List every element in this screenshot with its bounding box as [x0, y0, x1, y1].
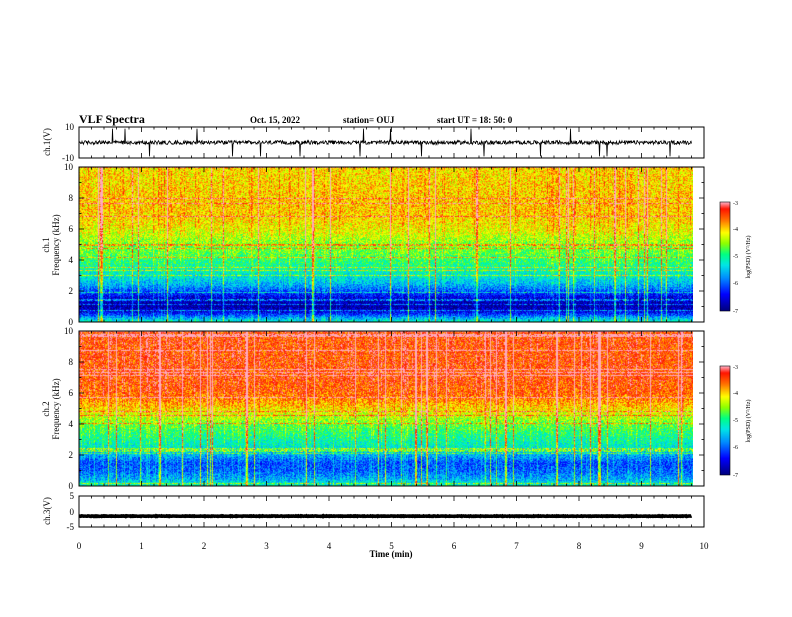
ch1-spectrogram-image	[79, 167, 693, 322]
ch2-cb-tick-6: -6	[733, 445, 738, 451]
ch1-cb-tick-3: -3	[733, 201, 738, 207]
xtick-0: 0	[77, 541, 82, 551]
time-axis-labels: 0 1 2 3 4 5 6 7 8 9 10 Time (min)	[77, 541, 709, 559]
ch1-ytick-10: 10	[64, 162, 74, 172]
ch2-freq-ticks: 0 2 4 6 8 10	[64, 326, 74, 491]
ch1-ytick-bottom: -10	[62, 153, 74, 163]
start-time-label: start UT = 18: 50: 0	[437, 115, 513, 125]
ch1-ytick-4: 4	[69, 255, 74, 265]
ch1-ytick-top: 10	[65, 122, 75, 132]
ch1-waveform-line	[78, 128, 692, 157]
date-label: Oct. 15, 2022	[250, 115, 300, 125]
ch1-waveform-ylabel: ch.1(V)	[42, 128, 52, 156]
ch2-ytick-8: 8	[69, 357, 74, 367]
ch3-waveform-ylabel: ch.3(V)	[42, 497, 52, 525]
xtick-3: 3	[264, 541, 269, 551]
xtick-7: 7	[514, 541, 519, 551]
ch1-freq-ticks: 0 2 4 6 8 10	[64, 162, 74, 327]
ch2-colorbar: -3 -4 -5 -6 -7 log(PSD) (V²/Hz)	[719, 365, 752, 479]
ch2-cb-tick-4: -4	[733, 391, 738, 397]
ch1-ytick-8: 8	[69, 193, 74, 203]
ch2-spectrogram-image	[79, 331, 693, 486]
xtick-9: 9	[639, 541, 644, 551]
ch1-colorbar-label: log(PSD) (V²/Hz)	[745, 236, 752, 279]
xtick-4: 4	[327, 541, 332, 551]
ch2-ytick-10: 10	[64, 326, 74, 336]
ch1-ytick-6: 6	[69, 224, 74, 234]
ch1-cb-tick-6: -6	[733, 281, 738, 287]
ch2-cb-tick-5: -5	[733, 418, 738, 424]
ch3-waveform-line	[78, 513, 693, 519]
ch1-spectrogram-ylabel-line1: ch.1	[41, 237, 51, 252]
ch1-spectrogram-panel: 0 2 4 6 8 10 ch.1 Frequency (kHz)	[41, 162, 705, 327]
ch1-cb-tick-7: -7	[733, 309, 738, 315]
xtick-6: 6	[452, 541, 457, 551]
time-tick-marks	[78, 127, 705, 527]
xtick-2: 2	[202, 541, 207, 551]
ch2-colorbar-label: log(PSD) (V²/Hz)	[745, 400, 752, 443]
xtick-10: 10	[700, 541, 710, 551]
ch1-cb-tick-4: -4	[733, 227, 738, 233]
xtick-1: 1	[139, 541, 144, 551]
ch2-ytick-0: 0	[69, 481, 74, 491]
ch2-colorbar-frame	[719, 365, 731, 476]
ch2-ytick-2: 2	[69, 450, 74, 460]
ch3-ytick-top: 5	[70, 491, 75, 501]
ch1-waveform-panel: 10 -10 ch.1(V)	[42, 122, 705, 163]
ch2-ytick-4: 4	[69, 419, 74, 429]
station-label: station= OUJ	[343, 115, 395, 125]
ch2-cb-tick-7: -7	[733, 473, 738, 479]
ch1-colorbar-gradient	[720, 202, 730, 311]
ch3-ytick-mid: 0	[70, 507, 75, 517]
ch3-ytick-bottom: -5	[67, 522, 75, 532]
ch2-spectrogram-ylabel-line1: ch.2	[41, 401, 51, 416]
ch1-colorbar: -3 -4 -5 -6 -7 log(PSD) (V²/Hz)	[719, 201, 752, 315]
ch1-cb-tick-5: -5	[733, 254, 738, 260]
ch1-colorbar-frame	[719, 201, 731, 312]
xtick-8: 8	[577, 541, 582, 551]
ch2-cb-tick-3: -3	[733, 365, 738, 371]
ch2-colorbar-gradient	[720, 366, 730, 475]
ch1-ytick-2: 2	[69, 286, 74, 296]
ch2-spectrogram-ylabel-line2: Frequency (kHz)	[51, 378, 61, 439]
ch1-ytick-0: 0	[69, 317, 74, 327]
ch2-ytick-6: 6	[69, 388, 74, 398]
figure-title: VLF Spectra	[79, 112, 145, 126]
x-axis-label: Time (min)	[369, 549, 412, 559]
xtick-5: 5	[389, 541, 394, 551]
ch2-spectrogram-panel: 0 2 4 6 8 10 ch.2 Frequency (kHz)	[41, 326, 705, 491]
ch1-spectrogram-ylabel-line2: Frequency (kHz)	[51, 214, 61, 275]
